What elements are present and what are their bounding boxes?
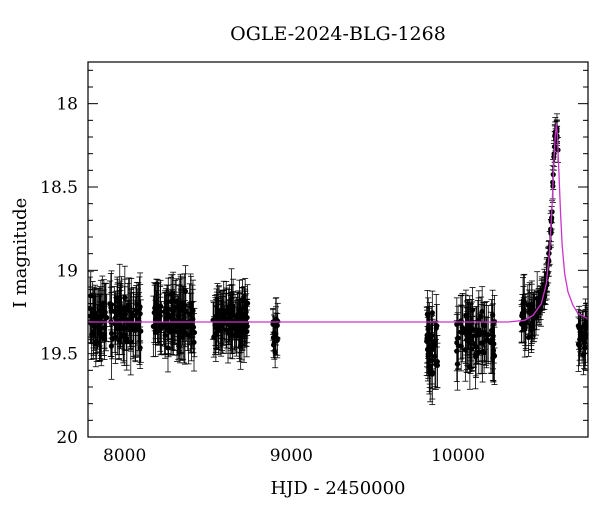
data-point	[425, 351, 431, 357]
data-point	[117, 295, 123, 302]
axis-ticks: 8000 9000 10000 18 18.5 19 19.5 20	[40, 69, 588, 466]
data-point	[518, 321, 525, 327]
data-point	[464, 333, 470, 339]
data-point	[168, 298, 174, 305]
data-point	[275, 318, 281, 324]
x-axis-label: HJD - 2450000	[270, 478, 405, 499]
data-point	[523, 321, 529, 327]
y-tick-label: 19.5	[40, 345, 78, 365]
y-axis-label: I magnitude	[10, 198, 31, 309]
data-point	[577, 336, 583, 343]
data-point	[454, 361, 461, 367]
data-point	[432, 353, 438, 359]
data-point	[174, 329, 180, 335]
data-point	[181, 331, 187, 337]
data-point	[94, 339, 100, 345]
data-point	[227, 326, 233, 332]
data-point	[108, 304, 114, 311]
data-point	[177, 334, 183, 340]
data-point	[474, 332, 480, 338]
data-point	[577, 328, 584, 334]
data-point	[189, 308, 196, 314]
y-tick-label: 20	[56, 428, 78, 448]
data-point	[455, 343, 461, 349]
data-point	[243, 309, 249, 315]
data-point	[242, 305, 248, 311]
data-point	[433, 325, 439, 331]
data-point	[214, 306, 221, 313]
data-point	[125, 302, 132, 308]
data-point	[434, 362, 440, 368]
data-point	[172, 305, 178, 311]
data-point	[484, 336, 490, 343]
data-point	[221, 311, 227, 318]
data-point	[239, 330, 245, 336]
data-point	[270, 321, 276, 327]
y-tick-label: 19	[56, 261, 78, 281]
data-point	[478, 340, 484, 346]
x-tick-label: 9000	[270, 446, 313, 466]
data-point	[133, 323, 139, 329]
data-point	[582, 321, 588, 328]
data-point	[228, 313, 234, 320]
data-point	[491, 341, 497, 347]
data-point	[430, 346, 436, 352]
data-point	[581, 339, 587, 346]
data-point	[234, 328, 240, 334]
x-tick-label: 8000	[103, 446, 146, 466]
data-point	[158, 325, 165, 331]
data-point	[472, 353, 479, 359]
data-point	[122, 295, 128, 301]
data-point	[153, 302, 159, 309]
y-tick-label: 18	[56, 95, 78, 115]
plot-data	[88, 113, 588, 406]
data-point	[488, 327, 495, 334]
data-point	[176, 312, 182, 318]
data-point	[459, 324, 465, 331]
data-point	[229, 332, 236, 339]
data-point	[271, 330, 277, 336]
data-point	[469, 307, 476, 313]
data-point	[526, 334, 532, 340]
data-point	[96, 328, 103, 334]
plot-area	[88, 113, 588, 406]
data-point	[164, 299, 170, 306]
data-point	[89, 331, 95, 338]
model-curve	[88, 123, 588, 323]
data-point	[468, 346, 475, 352]
data-point	[113, 316, 119, 322]
data-point	[190, 324, 197, 330]
data-point	[180, 306, 186, 313]
data-point	[218, 325, 224, 332]
data-point	[152, 316, 159, 323]
data-point	[463, 312, 469, 318]
data-point	[171, 322, 177, 328]
data-point	[529, 301, 535, 307]
y-tick-label: 18.5	[40, 178, 78, 198]
data-point	[479, 308, 485, 315]
data-point	[108, 343, 114, 349]
data-point	[166, 314, 172, 320]
data-point	[424, 335, 430, 342]
data-point	[585, 332, 588, 338]
data-point	[230, 303, 236, 309]
data-point	[528, 327, 534, 333]
chart-title: OGLE-2024-BLG-1268	[230, 23, 446, 45]
data-point	[480, 349, 486, 355]
plot-frame	[87, 61, 589, 438]
data-point	[485, 332, 491, 338]
data-point	[467, 339, 474, 345]
data-point	[103, 314, 109, 320]
x-tick-label: 10000	[431, 446, 485, 466]
data-point	[582, 345, 588, 351]
data-point	[88, 293, 94, 299]
data-point	[116, 322, 122, 328]
